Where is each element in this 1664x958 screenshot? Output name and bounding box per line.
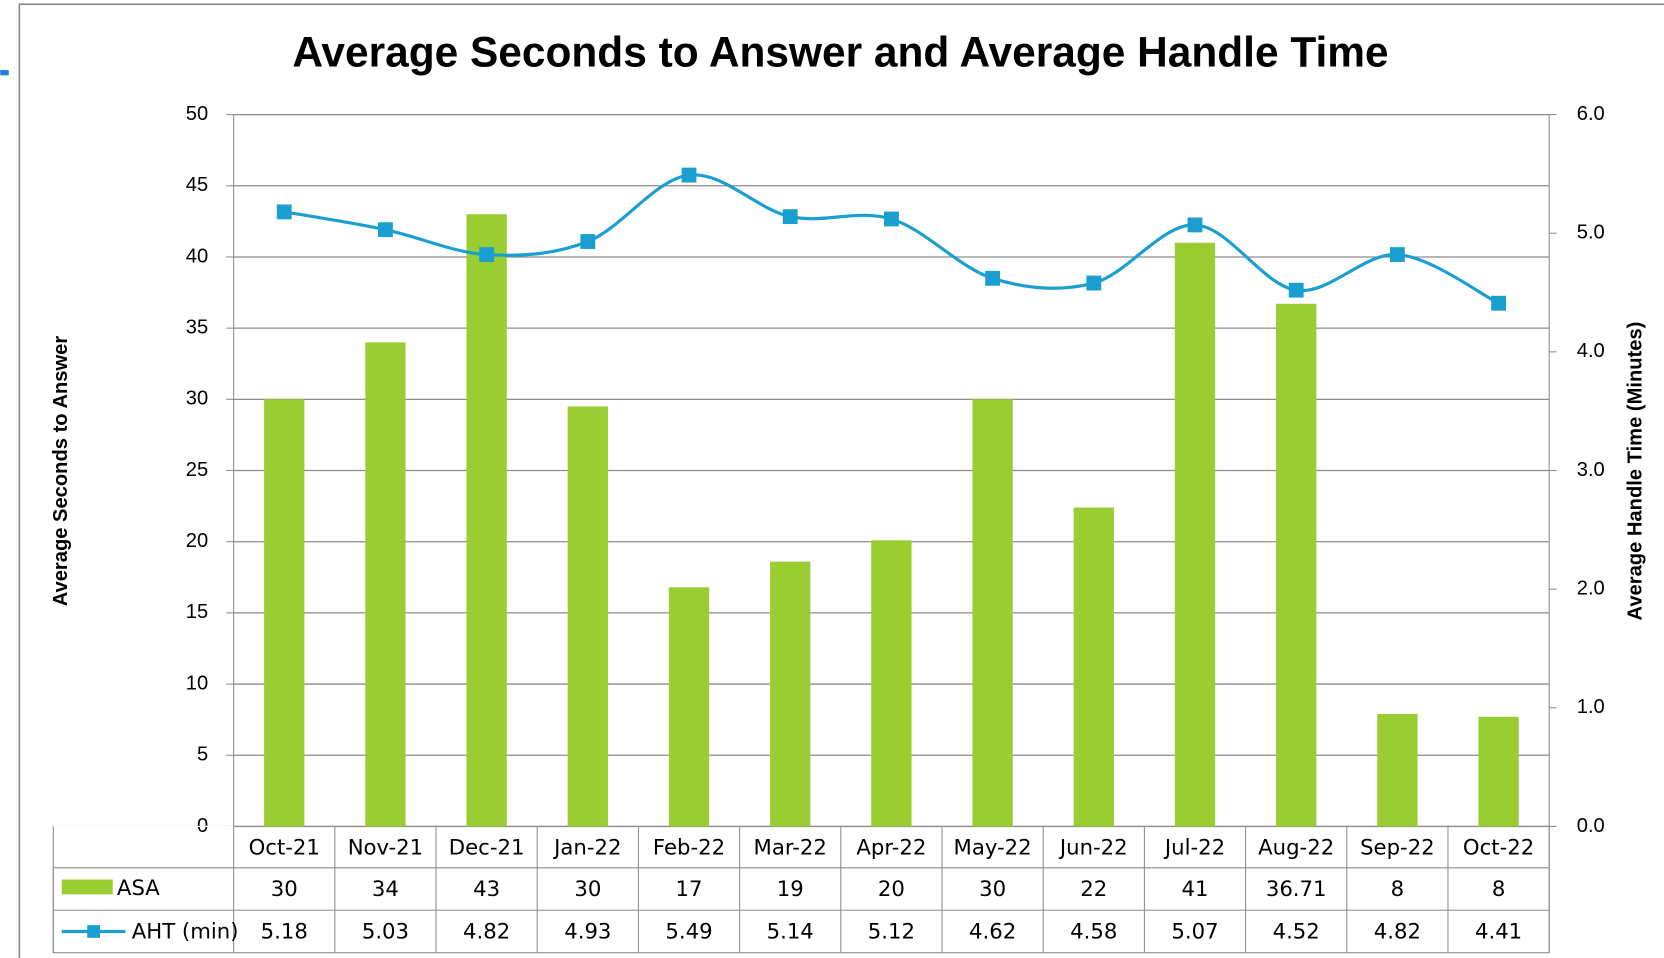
data-label: 34 [372, 877, 399, 902]
x-tick-label: Jan-22 [552, 836, 621, 861]
x-tick-label: Jul-22 [1163, 836, 1225, 861]
bar [1377, 713, 1418, 827]
x-tick-label: Apr-22 [856, 836, 926, 861]
bar [1073, 507, 1114, 827]
marker [580, 234, 596, 249]
x-tick-label: Mar-22 [754, 836, 827, 861]
bar [871, 540, 912, 827]
marker [479, 247, 495, 263]
bar [770, 561, 811, 827]
data-label: 4.52 [1273, 920, 1320, 945]
y-tick-label: 45 [186, 174, 208, 196]
bar [264, 399, 305, 827]
bar [567, 406, 608, 827]
data-label: 8 [1391, 877, 1405, 902]
y2-tick-label: 1.0 [1577, 696, 1605, 718]
data-label: 5.14 [767, 920, 814, 945]
y-tick-label: 25 [186, 459, 208, 481]
chart-frame [18, 3, 1664, 958]
data-label: 4.58 [1070, 920, 1117, 945]
marker [1491, 295, 1507, 311]
bar [972, 399, 1013, 827]
data-label: 4.82 [463, 920, 510, 945]
data-label: 4.41 [1475, 920, 1522, 945]
x-tick-label: Oct-21 [249, 836, 320, 861]
marker [985, 270, 1001, 286]
y2-tick-label: 5.0 [1577, 222, 1605, 244]
line [283, 173, 1500, 305]
y-tick-label: 40 [186, 245, 208, 267]
marker [1086, 275, 1102, 291]
y-axis-title: Average Seconds to Answer [50, 336, 72, 607]
x-tick-label: Dec-21 [449, 836, 525, 861]
data-label: 43 [473, 877, 500, 902]
x-tick-label: Jun-22 [1058, 836, 1128, 861]
data-label: 30 [979, 877, 1006, 902]
data-label: 5.49 [665, 920, 712, 945]
x-tick-label: Sep-22 [1360, 836, 1435, 861]
edge-mark [0, 70, 9, 76]
data-label: 20 [878, 877, 905, 902]
chart-title: Average Seconds to Answer and Average Ha… [292, 28, 1388, 75]
y-tick-label: 15 [186, 601, 208, 623]
data-label: 4.62 [969, 920, 1016, 945]
data-label: 17 [676, 877, 703, 902]
y2-tick-label: 6.0 [1577, 103, 1605, 125]
x-tick-label: Feb-22 [653, 836, 725, 861]
marker [681, 167, 697, 183]
data-label: 8 [1492, 877, 1506, 902]
data-label: 30 [574, 877, 601, 902]
marker [1288, 282, 1304, 298]
x-tick-label: Aug-22 [1258, 836, 1334, 861]
y2-tick-label: 3.0 [1577, 459, 1605, 481]
y-tick-label: 20 [186, 530, 208, 552]
marker [1389, 247, 1405, 263]
marker [883, 211, 899, 227]
x-tick-label: Oct-22 [1463, 836, 1534, 861]
bar [1174, 242, 1216, 827]
x-tick-label: May-22 [954, 836, 1032, 861]
y2-tick-label: 4.0 [1577, 340, 1605, 362]
data-label: 41 [1182, 877, 1209, 902]
bar [1478, 716, 1519, 827]
marker [276, 204, 292, 220]
marker [782, 209, 798, 225]
y-tick-label: 50 [186, 103, 208, 125]
y2-axis-title: Average Handle Time (Minutes) [1624, 322, 1646, 621]
y-tick-label: 30 [186, 388, 208, 410]
data-label: 5.12 [868, 920, 915, 945]
data-label: 4.93 [564, 920, 611, 945]
data-label: 5.18 [261, 920, 308, 945]
y-tick-label: 10 [186, 672, 208, 694]
legend-key [87, 925, 100, 938]
legend-label: ASA [117, 876, 160, 901]
y-tick-label: 5 [197, 744, 208, 766]
bar [365, 342, 406, 827]
bar [1276, 303, 1317, 827]
marker [1187, 217, 1203, 233]
bar [466, 214, 507, 827]
legend-label: AHT (min) [132, 920, 239, 945]
y2-tick-label: 2.0 [1577, 577, 1605, 599]
y-tick-label: 0 [197, 815, 208, 837]
data-label: 5.07 [1171, 920, 1218, 945]
legend-key [61, 879, 113, 895]
marker [378, 222, 393, 238]
data-label: 36.71 [1266, 877, 1327, 902]
data-label: 30 [271, 877, 298, 902]
data-label: 5.03 [362, 920, 409, 945]
x-tick-label: Nov-21 [348, 836, 423, 861]
data-label: 22 [1080, 877, 1107, 902]
data-label: 4.82 [1374, 920, 1421, 945]
data-label: 19 [777, 877, 804, 902]
y2-tick-label: 0.0 [1577, 815, 1605, 837]
y-tick-label: 35 [186, 316, 208, 338]
bar [668, 587, 710, 827]
